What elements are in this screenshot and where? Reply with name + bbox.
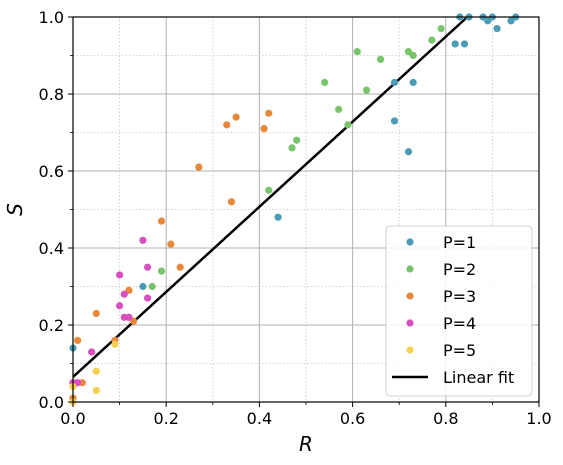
data-point-series-4 (116, 271, 124, 279)
data-point-series-2 (428, 36, 436, 44)
linear-fit-line (72, 16, 469, 378)
y-tick-label: 1.0 (39, 8, 64, 27)
data-point-series-2 (409, 51, 417, 60)
data-point-series-2 (335, 105, 343, 113)
data-point-series-5 (111, 340, 119, 348)
data-point-series-2 (437, 24, 445, 33)
data-points (69, 13, 520, 406)
data-point-series-3 (223, 121, 231, 129)
legend-label: P=5 (443, 341, 476, 360)
data-point-series-4 (125, 313, 133, 321)
data-point-series-2 (344, 121, 352, 129)
linear-fit-layer (72, 16, 469, 378)
data-point-series-1 (139, 282, 147, 291)
y-tick-label: 0.2 (39, 316, 64, 335)
data-point-series-2 (265, 186, 273, 194)
data-point-series-4 (143, 263, 152, 271)
y-axis-label: S (3, 203, 27, 216)
data-point-series-3 (92, 309, 100, 318)
x-axis-label: R (299, 432, 313, 456)
x-tick-label: 0.0 (60, 409, 85, 428)
data-point-series-1 (404, 148, 413, 156)
x-tick-label: 0.8 (433, 409, 458, 428)
legend: P=1 P=2 P=3 P=4 P=5 Linear fit (385, 225, 533, 397)
x-tick-label: 0.4 (247, 409, 272, 428)
y-tick-label: 0.0 (39, 393, 64, 412)
data-point-series-3 (260, 125, 268, 133)
data-point-series-1 (409, 78, 417, 87)
data-point-series-1 (390, 78, 399, 87)
legend-box (385, 225, 533, 397)
data-point-series-2 (353, 48, 361, 56)
x-tick-label: 1.0 (526, 409, 551, 428)
x-tick-label: 0.2 (153, 409, 178, 428)
data-point-series-4 (139, 236, 147, 244)
data-point-series-1 (390, 117, 399, 125)
data-point-series-3 (227, 198, 236, 206)
data-point-series-4 (143, 294, 152, 302)
legend-label: P=1 (443, 233, 476, 252)
data-point-series-2 (157, 267, 166, 275)
legend-marker (406, 265, 414, 273)
data-point-series-3 (232, 113, 240, 121)
data-point-series-2 (148, 282, 156, 291)
legend-label: P=4 (443, 314, 476, 333)
data-point-series-3 (195, 163, 203, 171)
data-point-series-1 (274, 213, 282, 221)
legend-label: Linear fit (443, 368, 514, 387)
x-tick-label: 0.6 (340, 409, 365, 428)
legend-label: P=2 (443, 260, 476, 279)
data-point-series-3 (265, 109, 273, 117)
grid-lines (73, 17, 539, 402)
data-point-series-2 (293, 136, 301, 144)
data-point-series-3 (157, 217, 166, 225)
data-point-series-4 (120, 290, 128, 298)
data-point-series-2 (288, 144, 296, 152)
legend-marker (406, 292, 414, 300)
data-point-series-2 (321, 78, 329, 87)
data-point-series-1 (460, 40, 469, 48)
data-point-series-3 (176, 263, 184, 271)
y-tick-label: 0.6 (39, 162, 64, 181)
legend-label: P=3 (443, 287, 476, 306)
legend-marker (406, 346, 414, 354)
y-tick-label: 0.8 (39, 85, 64, 104)
data-point-series-4 (116, 302, 124, 310)
data-point-series-3 (167, 240, 175, 248)
data-point-series-4 (88, 348, 96, 356)
legend-marker (406, 319, 414, 327)
data-point-series-2 (376, 55, 385, 63)
data-point-series-2 (362, 86, 371, 94)
data-point-series-5 (92, 367, 100, 375)
data-point-series-5 (92, 386, 100, 395)
y-tick-label: 0.4 (39, 239, 64, 258)
data-point-series-1 (493, 24, 501, 33)
legend-marker (406, 238, 414, 246)
data-point-series-1 (451, 40, 459, 48)
data-point-series-3 (74, 336, 82, 344)
axis-ticks: 0.0 0.2 0.4 0.6 0.8 1.0 0.0 0.2 0.4 0.6 0.8 1.0 (39, 8, 552, 428)
